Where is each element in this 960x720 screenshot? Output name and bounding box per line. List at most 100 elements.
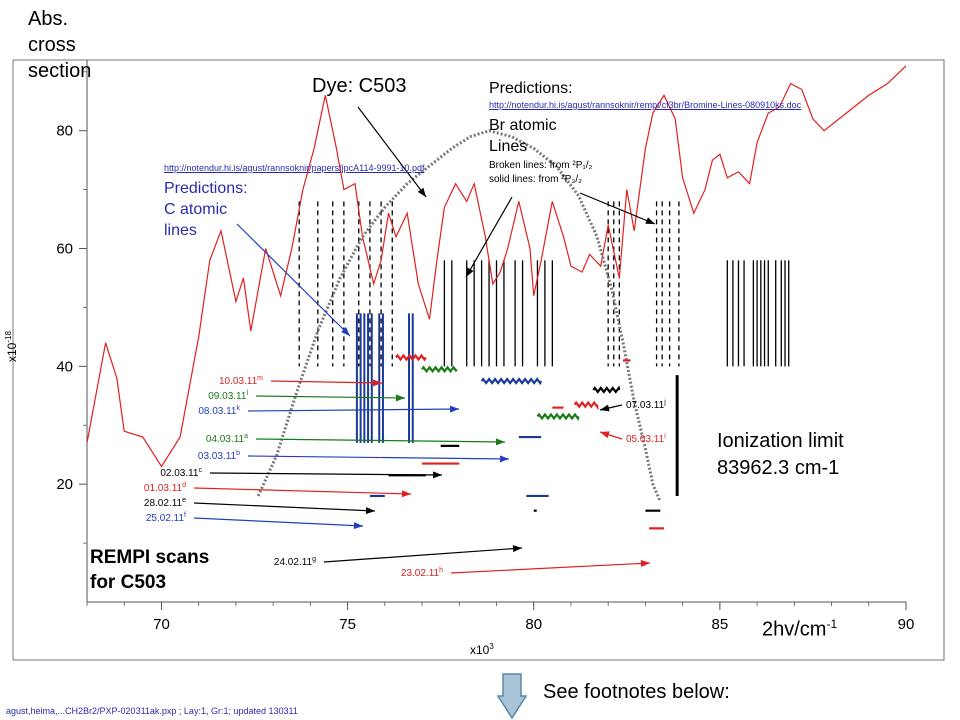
x-tick-label: 80 bbox=[525, 616, 542, 633]
pred-br-link[interactable]: http://notendur.hi.is/agust/rannsoknir/r… bbox=[489, 100, 802, 110]
ylabel-line-2: cross bbox=[28, 34, 76, 56]
scan-label-sup: j bbox=[663, 399, 666, 406]
scan-arrow bbox=[247, 408, 460, 412]
scan-label: 05.03.11i bbox=[626, 433, 666, 445]
scan-trace bbox=[573, 400, 599, 411]
x-tick-label: 70 bbox=[153, 616, 170, 633]
scan-arrow-head bbox=[640, 559, 650, 567]
arrow-down-icon[interactable] bbox=[497, 672, 527, 720]
scan-arrow-head bbox=[353, 522, 363, 530]
scan-arrow-head bbox=[499, 455, 509, 463]
x-exponent: x103 bbox=[470, 642, 494, 657]
scan-arrow bbox=[209, 472, 443, 476]
pred-c-line-1: Predictions: bbox=[164, 180, 248, 197]
pred-c-label: Predictions: C atomic lines bbox=[164, 178, 248, 241]
scan-label: 04.03.11a bbox=[206, 433, 248, 445]
scan-arrow-head bbox=[449, 405, 459, 413]
scan-label: 25.02.11f bbox=[146, 512, 186, 524]
br-broken-arrow-head bbox=[466, 267, 474, 277]
scan-label-sup: e bbox=[182, 497, 186, 504]
bottom-note: agust,heima,...CH2Br2/PXP-020311ak.pxp ;… bbox=[6, 706, 298, 716]
ylabel-title: Abs. cross section bbox=[28, 6, 91, 84]
br-lines-line-2: Lines bbox=[489, 138, 528, 155]
scan-arrow bbox=[193, 487, 412, 495]
rempi-label: REMPI scans for C503 bbox=[90, 545, 209, 595]
x-axis-label: 2hv/cm-1 bbox=[762, 617, 837, 642]
scan-trace bbox=[395, 353, 427, 362]
br-solid-arrow-head bbox=[645, 217, 655, 224]
scan-arrow bbox=[193, 502, 376, 512]
scan-label: 01.03.11d bbox=[144, 482, 186, 494]
pred-c-link[interactable]: http://notendur.hi.is/agust/rannsoknir/p… bbox=[164, 163, 425, 173]
rempi-line-2: for C503 bbox=[90, 572, 167, 593]
x-tick-label: 75 bbox=[339, 616, 356, 633]
dye-label: Dye: C503 bbox=[312, 75, 407, 97]
c-lines-arrow bbox=[236, 223, 351, 337]
pred-br-title: Predictions: bbox=[489, 80, 573, 97]
scan-label: 07.03.11j bbox=[626, 399, 666, 411]
scan-label-sup: k bbox=[237, 405, 241, 412]
scan-arrow-head bbox=[495, 438, 505, 446]
y-tick-label: 20 bbox=[56, 476, 73, 493]
arrows-group bbox=[193, 106, 656, 574]
cross-section-line bbox=[86, 65, 907, 468]
x-exponent-base: x10 bbox=[470, 643, 490, 657]
scan-arrow-head bbox=[600, 431, 610, 439]
x-tick-label: 85 bbox=[712, 616, 729, 633]
scan-label: 28.02.11e bbox=[144, 497, 186, 509]
ionization-limit-label: Ionization limit 83962.3 cm-1 bbox=[717, 428, 844, 482]
pred-c-line-2: C atomic bbox=[164, 201, 228, 218]
br-broken-arrow bbox=[465, 196, 513, 278]
scan-arrow-head bbox=[600, 404, 610, 412]
br-note-solid: solid lines: from ²P₃/₂ bbox=[489, 174, 582, 185]
scan-label: 08.03.11k bbox=[198, 405, 240, 417]
y-tick-label: 60 bbox=[56, 241, 73, 258]
scan-arrow-head bbox=[395, 394, 405, 402]
scan-label-sup: h bbox=[439, 567, 443, 574]
x-exponent-sup: 3 bbox=[489, 642, 494, 651]
scan-label: 10.03.11m bbox=[219, 375, 263, 387]
ionization-line-1: Ionization limit bbox=[717, 430, 844, 452]
scan-arrow-head bbox=[401, 490, 411, 498]
scan-arrow bbox=[270, 380, 383, 384]
x-tick-label: 90 bbox=[898, 616, 915, 633]
y-exponent-sup: -18 bbox=[4, 331, 13, 343]
scan-trace bbox=[421, 365, 458, 374]
br-note-broken: Broken lines: from ²P₁/₂ bbox=[489, 160, 593, 171]
scan-arrow bbox=[193, 517, 364, 527]
rempi-line-1: REMPI scans bbox=[90, 547, 210, 568]
scan-arrow bbox=[323, 547, 523, 563]
scan-arrow bbox=[247, 455, 510, 460]
scan-label-sup: i bbox=[664, 433, 666, 440]
y-exponent: x10-18 bbox=[4, 331, 19, 362]
scan-trace bbox=[536, 412, 580, 421]
marks-group: 10.03.11m 09.03.11l 08.03.11k 07.03.11j 05.0… bbox=[86, 65, 907, 579]
scan-label-sup: d bbox=[182, 482, 186, 489]
scan-arrow bbox=[255, 438, 506, 443]
scan-label: 09.03.11l bbox=[208, 390, 248, 402]
scan-label-sup: l bbox=[246, 390, 248, 397]
x-axis-label-text: 2hv/cm bbox=[762, 618, 827, 641]
scan-label-sup: g bbox=[312, 556, 316, 563]
scan-label: 24.02.11g bbox=[274, 556, 316, 568]
scan-label: 02.03.11c bbox=[160, 467, 202, 479]
br-lines-label: Br atomic Lines bbox=[489, 115, 557, 157]
scan-arrow-head bbox=[432, 471, 442, 479]
scan-arrow-head bbox=[372, 379, 382, 387]
x-axis-label-sup: -1 bbox=[826, 617, 838, 631]
scan-arrow bbox=[255, 395, 406, 399]
scan-trace bbox=[480, 377, 543, 386]
br-lines-line-1: Br atomic bbox=[489, 117, 557, 134]
y-exponent-base: x10 bbox=[5, 342, 19, 362]
scan-arrow-head bbox=[512, 545, 522, 553]
scan-label: 23.02.11h bbox=[401, 567, 443, 579]
dye-arrow bbox=[357, 106, 427, 198]
scan-label-sup: f bbox=[184, 512, 186, 519]
pred-c-line-3: lines bbox=[164, 222, 197, 239]
footnotes-link[interactable]: See footnotes below: bbox=[543, 681, 730, 703]
ylabel-line-1: Abs. bbox=[28, 8, 69, 30]
dye-arrow-head bbox=[417, 187, 426, 197]
scan-arrow bbox=[450, 562, 651, 574]
y-tick-label: 40 bbox=[56, 358, 73, 375]
